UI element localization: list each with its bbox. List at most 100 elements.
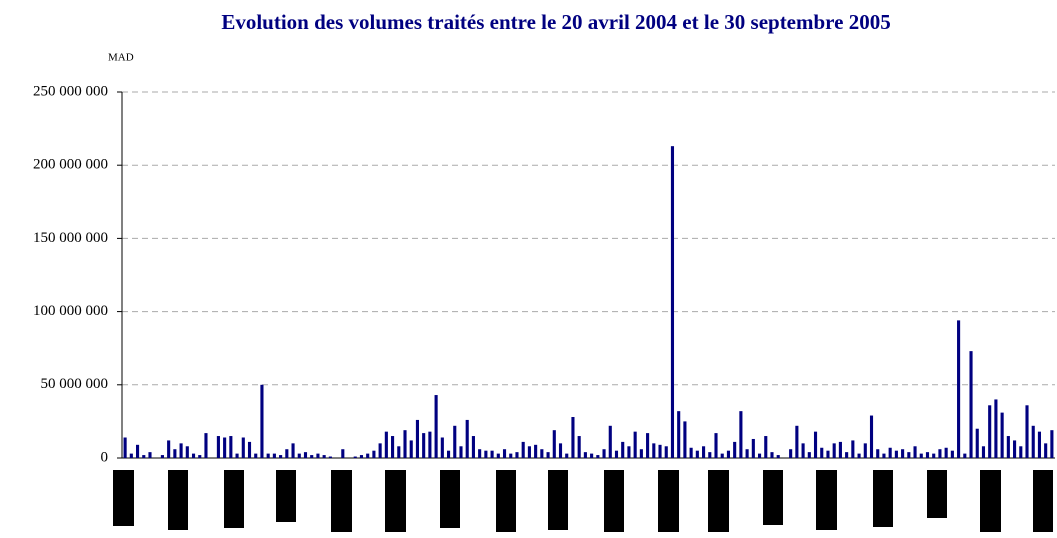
bar bbox=[403, 430, 407, 458]
y-tick-label: 100 000 000 bbox=[33, 303, 108, 319]
bar bbox=[838, 441, 842, 458]
y-tick-label: 200 000 000 bbox=[33, 157, 108, 173]
bar bbox=[552, 430, 556, 458]
bar bbox=[502, 449, 507, 458]
bar bbox=[534, 444, 538, 458]
bar bbox=[135, 444, 140, 458]
bar bbox=[204, 433, 208, 458]
bar bbox=[689, 447, 693, 458]
bar bbox=[1013, 440, 1017, 458]
y-tick-label: 250 000 000 bbox=[33, 83, 108, 99]
bar bbox=[963, 453, 967, 458]
bar bbox=[148, 452, 152, 458]
bar bbox=[254, 453, 258, 458]
bar bbox=[291, 443, 295, 458]
bar bbox=[422, 433, 426, 458]
bar bbox=[677, 411, 681, 458]
bar bbox=[527, 446, 531, 458]
bar bbox=[247, 441, 252, 458]
bar bbox=[297, 453, 301, 458]
bar bbox=[652, 443, 656, 458]
bar bbox=[1006, 436, 1010, 458]
bar bbox=[185, 446, 189, 458]
bar bbox=[801, 443, 805, 458]
bar bbox=[633, 431, 637, 458]
bar bbox=[969, 351, 973, 458]
bar bbox=[216, 436, 220, 458]
bar bbox=[459, 446, 463, 458]
bar bbox=[789, 449, 793, 458]
bar bbox=[901, 449, 905, 458]
bar bbox=[745, 449, 749, 458]
bar bbox=[272, 453, 276, 458]
bar bbox=[882, 453, 886, 458]
bar bbox=[981, 446, 986, 458]
bar bbox=[372, 450, 376, 458]
bar bbox=[907, 452, 911, 458]
bar bbox=[279, 455, 283, 458]
bar bbox=[757, 453, 762, 458]
bar bbox=[639, 449, 643, 458]
bar bbox=[515, 452, 519, 458]
bar bbox=[857, 453, 861, 458]
bar bbox=[919, 453, 923, 458]
bar bbox=[950, 450, 954, 458]
bar bbox=[733, 441, 737, 458]
bar bbox=[577, 436, 581, 458]
bar bbox=[739, 411, 743, 458]
bar bbox=[863, 443, 867, 458]
bar bbox=[627, 446, 631, 458]
bar bbox=[994, 399, 998, 458]
bar bbox=[720, 453, 724, 458]
bar bbox=[1000, 412, 1004, 458]
bar bbox=[160, 455, 164, 458]
redacted-labels bbox=[113, 470, 1053, 532]
bar bbox=[764, 436, 768, 458]
bar bbox=[446, 450, 451, 458]
bar bbox=[826, 450, 830, 458]
bar bbox=[932, 453, 936, 458]
bar bbox=[378, 443, 382, 458]
bar bbox=[129, 453, 133, 458]
bar bbox=[571, 417, 575, 458]
bar bbox=[813, 431, 818, 458]
bar bbox=[726, 450, 731, 458]
bar bbox=[1044, 443, 1048, 458]
bar bbox=[229, 436, 233, 458]
y-tick-label: 0 bbox=[101, 449, 109, 465]
bar bbox=[235, 453, 239, 458]
bar bbox=[397, 446, 401, 458]
bar bbox=[621, 441, 625, 458]
bar bbox=[415, 419, 420, 458]
bar bbox=[596, 455, 600, 458]
bar bbox=[490, 450, 494, 458]
bar bbox=[471, 436, 475, 458]
bar bbox=[384, 431, 388, 458]
bar bbox=[913, 446, 917, 458]
bar bbox=[602, 449, 606, 458]
bar bbox=[944, 447, 948, 458]
chart-title: Evolution des volumes traités entre le 2… bbox=[221, 10, 890, 34]
bar bbox=[664, 446, 668, 458]
bar bbox=[876, 449, 880, 458]
bar bbox=[820, 447, 824, 458]
bar bbox=[198, 455, 202, 458]
bar bbox=[608, 425, 612, 458]
bar bbox=[658, 444, 662, 458]
bar bbox=[869, 415, 874, 458]
bar bbox=[957, 320, 961, 458]
bar bbox=[179, 443, 183, 458]
bar bbox=[391, 436, 395, 458]
y-tick-label: 150 000 000 bbox=[33, 230, 108, 246]
bar bbox=[328, 456, 332, 458]
bar bbox=[1031, 425, 1035, 458]
bar bbox=[1025, 405, 1029, 458]
bar bbox=[173, 449, 177, 458]
bar bbox=[614, 450, 619, 458]
bar bbox=[1019, 446, 1023, 458]
bar bbox=[453, 425, 457, 458]
bar bbox=[260, 384, 264, 458]
bar bbox=[123, 437, 127, 458]
bar bbox=[223, 437, 227, 458]
bar bbox=[316, 453, 320, 458]
